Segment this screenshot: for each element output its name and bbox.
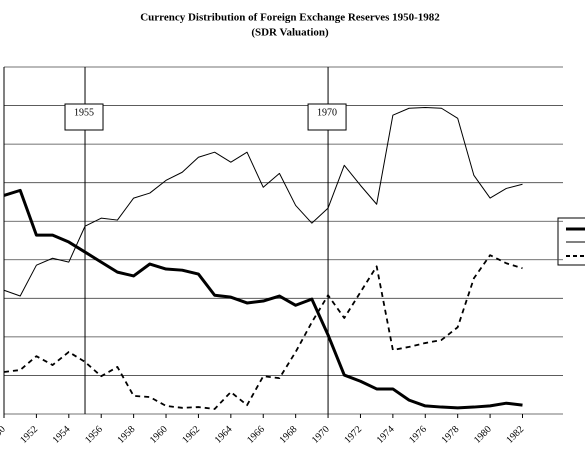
x-tick-label: 1976 xyxy=(407,424,429,446)
x-tick-label: 1970 xyxy=(310,424,332,446)
x-tick-label: 1964 xyxy=(213,424,235,446)
x-tick-label: 1978 xyxy=(440,424,462,446)
x-tick-label: 1954 xyxy=(51,424,73,446)
series-line xyxy=(3,106,523,297)
x-tick-label: 1952 xyxy=(18,424,40,446)
x-tick-label: 1980 xyxy=(472,424,494,446)
x-tick-label: 1950 xyxy=(0,424,8,446)
x-tick-label: 1982 xyxy=(504,424,526,446)
x-tick-label: 1972 xyxy=(342,424,364,446)
chart-subtitle: (SDR Valuation) xyxy=(251,27,329,39)
series-line xyxy=(3,254,523,410)
x-tick-label: 1962 xyxy=(180,424,202,446)
chart-title: Currency Distribution of Foreign Exchang… xyxy=(140,12,440,24)
annotation: 1955 xyxy=(74,107,94,118)
annotation-box xyxy=(307,103,347,131)
series-line xyxy=(3,188,523,410)
annotation-box xyxy=(64,103,104,131)
x-tick-label: 1966 xyxy=(245,424,267,446)
x-tick-label: 1960 xyxy=(148,424,170,446)
x-tick-label: 1974 xyxy=(375,424,397,446)
x-tick-label: 1958 xyxy=(115,424,137,446)
x-tick-label: 1968 xyxy=(277,424,299,446)
annotation: 1970 xyxy=(317,107,337,118)
x-tick-label: 1956 xyxy=(83,424,105,446)
